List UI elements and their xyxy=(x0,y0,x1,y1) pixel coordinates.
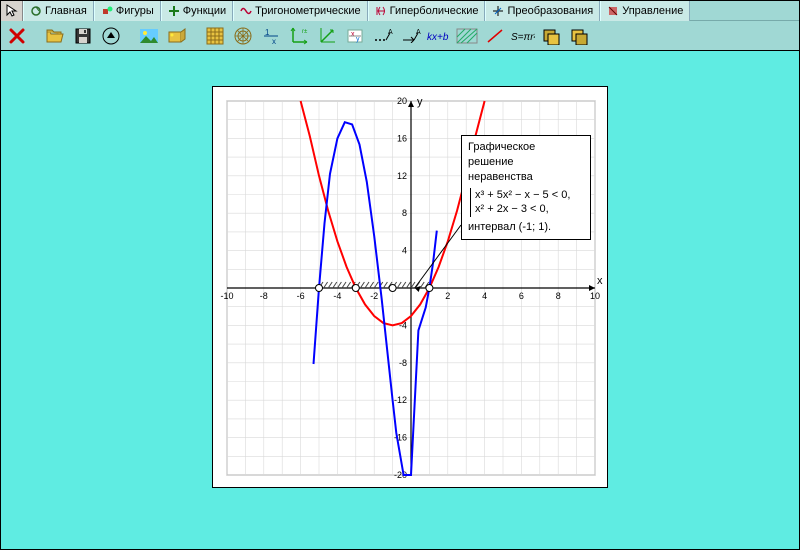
linear-icon[interactable]: kx+b xyxy=(427,24,451,48)
annotation-callout: Графическоерешениенеравенства x³ + 5x² − … xyxy=(461,135,591,240)
x-tick-label: 8 xyxy=(556,291,561,301)
menubar: Главная Фигуры Функции Тригонометрические Ги… xyxy=(1,1,799,21)
y-tick-label: 4 xyxy=(402,246,407,256)
y-tick-label: 20 xyxy=(397,96,407,106)
y-tick-label: 16 xyxy=(397,133,407,143)
clone-b-icon[interactable] xyxy=(567,24,591,48)
menu-tab-1[interactable]: Фигуры xyxy=(94,1,161,21)
transform-icon xyxy=(492,5,504,17)
up-icon[interactable] xyxy=(99,24,123,48)
x-tick-label: 6 xyxy=(519,291,524,301)
x-tick-label: -2 xyxy=(370,291,378,301)
menu-tab-label: Гиперболические xyxy=(390,5,479,17)
y-tick-label: -8 xyxy=(399,358,407,368)
chart-canvas: -10-8-6-4-2246810-20-16-12-8-448121620xy… xyxy=(212,86,608,488)
svg-text:A: A xyxy=(416,29,421,36)
interval-endpoint xyxy=(426,285,433,292)
svg-text:x: x xyxy=(351,31,355,38)
svg-text:A: A xyxy=(388,29,393,36)
layer-icon[interactable] xyxy=(165,24,189,48)
svg-text:r±: r± xyxy=(302,29,308,35)
annotation-formula: x³ + 5x² − x − 5 < 0, xyxy=(475,188,584,203)
x-tick-label: -4 xyxy=(333,291,341,301)
x-tick-label: -6 xyxy=(297,291,305,301)
y-tick-label: 8 xyxy=(402,208,407,218)
hyper-icon xyxy=(375,5,387,17)
annotation-formula: x² + 2x − 3 < 0, xyxy=(475,202,584,217)
menu-tab-2[interactable]: Функции xyxy=(161,1,233,21)
menu-tab-label: Функции xyxy=(183,5,226,17)
close-icon[interactable] xyxy=(5,24,29,48)
x-tick-label: 10 xyxy=(590,291,600,301)
x-tick-label: -8 xyxy=(260,291,268,301)
menu-tab-label: Тригонометрические xyxy=(255,5,360,17)
polar-icon[interactable] xyxy=(231,24,255,48)
dots-a-icon[interactable]: A xyxy=(371,24,395,48)
x-axis-label: x xyxy=(597,275,603,287)
cursor-icon[interactable] xyxy=(1,1,23,21)
annotation-line: Графическое xyxy=(468,140,584,155)
menu-tab-6[interactable]: Управление xyxy=(600,1,690,21)
manage-icon xyxy=(607,5,619,17)
interval-endpoint xyxy=(352,285,359,292)
menu-tab-5[interactable]: Преобразования xyxy=(485,1,600,21)
menu-tab-label: Преобразования xyxy=(507,5,593,17)
y-tick-label: -12 xyxy=(394,395,407,405)
xy-box-icon[interactable]: xy xyxy=(343,24,367,48)
interval-endpoint xyxy=(389,285,396,292)
svg-text:x: x xyxy=(272,37,276,45)
area-formula-icon[interactable]: S=πr² xyxy=(511,24,535,48)
annotation-line: неравенства xyxy=(468,170,584,185)
menu-tab-label: Главная xyxy=(45,5,87,17)
picture-icon[interactable] xyxy=(137,24,161,48)
fraction-icon[interactable]: 1x xyxy=(259,24,283,48)
menu-tab-label: Фигуры xyxy=(116,5,154,17)
x-tick-label: -10 xyxy=(220,291,233,301)
rays-icon[interactable] xyxy=(315,24,339,48)
menu-tab-4[interactable]: Гиперболические xyxy=(368,1,486,21)
y-axis-label: y xyxy=(417,96,423,108)
toolbar: 1xr±xyAAkx+bS=πr² xyxy=(1,21,799,51)
home-icon xyxy=(30,5,42,17)
axes-icon[interactable]: r± xyxy=(287,24,311,48)
save-icon[interactable] xyxy=(71,24,95,48)
clone-a-icon[interactable] xyxy=(539,24,563,48)
annotation-line: решение xyxy=(468,155,584,170)
svg-text:y: y xyxy=(356,36,360,43)
svg-text:kx+b: kx+b xyxy=(427,32,449,43)
open-icon[interactable] xyxy=(43,24,67,48)
interval-endpoint xyxy=(316,285,323,292)
menu-tab-0[interactable]: Главная xyxy=(23,1,94,21)
menu-tab-label: Управление xyxy=(622,5,683,17)
grid-icon[interactable] xyxy=(203,24,227,48)
x-tick-label: 4 xyxy=(482,291,487,301)
annotation-interval: интервал (-1; 1). xyxy=(468,220,584,235)
shapes-icon xyxy=(101,5,113,17)
x-tick-label: 2 xyxy=(445,291,450,301)
plus-icon xyxy=(168,5,180,17)
wave-icon xyxy=(240,5,252,17)
line-icon[interactable] xyxy=(483,24,507,48)
y-tick-label: 12 xyxy=(397,171,407,181)
hatch-region-icon[interactable] xyxy=(455,24,479,48)
menu-tab-3[interactable]: Тригонометрические xyxy=(233,1,367,21)
arrow-a-icon[interactable]: A xyxy=(399,24,423,48)
svg-text:S=πr²: S=πr² xyxy=(511,32,535,43)
